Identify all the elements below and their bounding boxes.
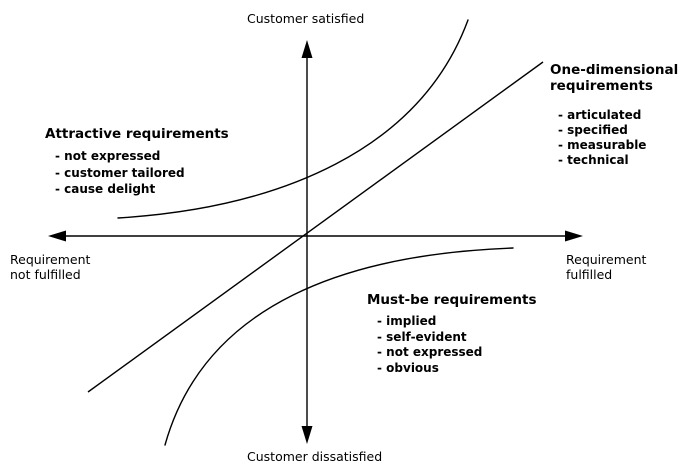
attractive-requirements-heading: Attractive requirements xyxy=(45,126,229,142)
list-item: - technical xyxy=(558,153,629,167)
one-dimensional-requirements-heading: One-dimensional requirements xyxy=(550,62,679,94)
attractive-requirements-list: - not expressed - customer tailored - ca… xyxy=(55,149,185,199)
list-item: - customer tailored xyxy=(55,165,185,180)
list-item: - not expressed xyxy=(377,345,483,359)
list-item: - obvious xyxy=(377,360,439,375)
list-item: - not expressed xyxy=(55,149,161,163)
arrow-right-icon xyxy=(565,230,583,242)
list-item: - cause delight xyxy=(55,182,156,196)
arrow-up-icon xyxy=(301,40,313,58)
one-dimensional-requirements-list: - articulated - specified - measurable -… xyxy=(558,108,646,168)
list-item: - measurable xyxy=(558,138,647,152)
list-item: - specified xyxy=(558,123,628,137)
must-be-requirements-heading: Must-be requirements xyxy=(367,292,537,308)
arrow-left-icon xyxy=(48,230,66,242)
attractive-curve xyxy=(117,19,469,219)
axis-label-requirement-not-fulfilled: Requirement not fulfilled xyxy=(10,252,91,282)
list-item: - self-evident xyxy=(377,329,467,344)
arrow-down-icon xyxy=(301,426,313,444)
axis-label-customer-dissatisfied: Customer dissatisfied xyxy=(247,449,383,464)
list-item: - implied xyxy=(377,314,437,328)
list-item: - articulated xyxy=(558,108,642,122)
must-be-requirements-list: - implied - self-evident - not expressed… xyxy=(377,314,482,376)
axis-label-customer-satisfied: Customer satisfied xyxy=(247,11,365,26)
one-dimensional-curve xyxy=(87,61,544,393)
axis-label-requirement-fulfilled: Requirement fulfilled xyxy=(566,252,647,282)
must-be-curve xyxy=(164,247,514,446)
